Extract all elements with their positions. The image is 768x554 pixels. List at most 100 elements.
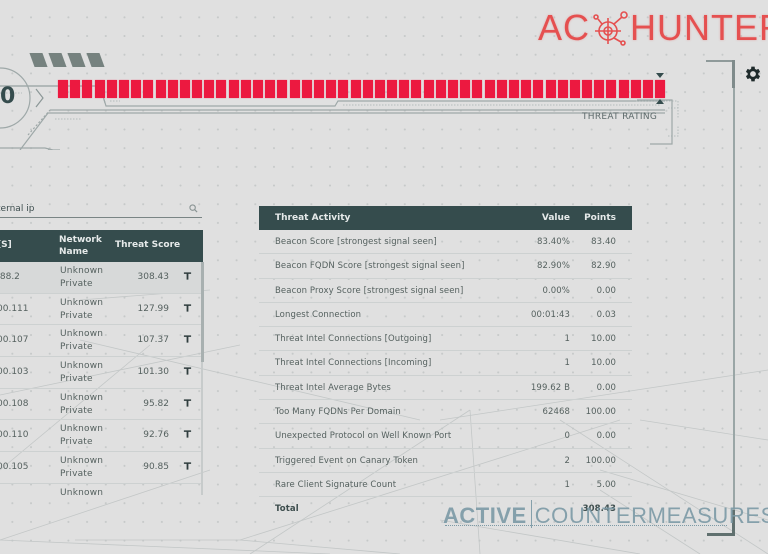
threat-bar-segment: [448, 80, 458, 98]
threat-activity-row: Triggered Event on Canary Token 2 100.00: [259, 449, 632, 473]
host-row[interactable]: 00.108 Unknown Private 95.82: [0, 389, 201, 421]
host-ip: 00.110: [0, 430, 29, 441]
threat-bar-segment: [606, 80, 617, 98]
column-header-network-name[interactable]: Network Name: [59, 234, 109, 258]
threat-score-dial-value: 0: [0, 84, 16, 109]
activity-value: 00:01:43: [531, 309, 570, 320]
brand-text-active: ACTIVE: [443, 503, 527, 528]
indicator-tab: [86, 53, 105, 67]
activity-points: 5.00: [596, 479, 616, 490]
indicator-tab: [48, 53, 67, 67]
host-ip: 00.105: [0, 462, 29, 473]
threat-bar-segment: [533, 80, 544, 98]
host-row[interactable]: 00.107 Unknown Private 107.37: [0, 325, 201, 358]
column-header-network-line1: Network: [59, 235, 102, 245]
activity-name: Threat Intel Connections [Incoming]: [275, 358, 432, 369]
meter-indicator-tabs: [29, 53, 105, 67]
threat-activity-row: Too Many FQDNs Per Domain 62468 100.00: [259, 400, 632, 425]
threat-activity-row: Beacon Score [strongest signal seen] 83.4…: [259, 230, 632, 255]
filter-icon[interactable]: [183, 461, 192, 471]
activity-points: 0.03: [596, 309, 616, 320]
activity-name: Longest Connection: [275, 309, 362, 320]
host-network-line2: Private: [60, 342, 93, 353]
threat-bar-segment: [131, 80, 142, 98]
filter-icon[interactable]: [183, 429, 192, 439]
host-network-line2: Private: [60, 374, 93, 385]
host-threat-score: 127.99: [137, 303, 170, 314]
filter-icon[interactable]: [183, 398, 192, 408]
active-countermeasures-brand: ACTIVE COUNTERMEASURES: [443, 500, 768, 528]
host-row[interactable]: Unknown: [0, 484, 201, 495]
threat-activity-table: Threat Activity Value Points Beacon Scor…: [259, 206, 632, 522]
threat-bar-segment: [594, 80, 605, 98]
threat-bar-segment: [643, 80, 653, 98]
threat-rating-bar: [58, 80, 666, 98]
host-network-line1: Unknown: [60, 329, 104, 340]
threat-bar-segment: [557, 80, 568, 98]
threat-activity-row: Threat Intel Connections [Incoming] 1 10.0…: [259, 351, 632, 376]
filter-icon[interactable]: [183, 271, 192, 281]
hosts-table-scrollbar[interactable]: [201, 262, 204, 362]
host-row[interactable]: 00.111 Unknown Private 127.99: [0, 294, 201, 326]
column-header-network-line2: Name: [59, 247, 89, 257]
host-network-name: Unknown Private: [60, 360, 103, 386]
threat-bar-segment: [265, 80, 276, 98]
logo-text-right: HUNTER: [630, 7, 768, 48]
filter-icon[interactable]: [183, 366, 192, 376]
threat-meter-frame: [0, 67, 679, 150]
activity-value: 1: [564, 358, 570, 369]
activity-points: 10.00: [591, 334, 616, 345]
right-frame-bottom-corner: [707, 533, 735, 536]
threat-bar-segment: [277, 80, 288, 98]
threat-bar-segment: [496, 80, 507, 98]
host-row[interactable]: .88.2 Unknown Private 308.43: [0, 262, 201, 294]
threat-bar-segment: [399, 80, 410, 98]
activity-points: 10.00: [591, 358, 616, 369]
threat-activity-total-row: Total 308.43: [259, 497, 632, 521]
column-header-ip[interactable]: [S]: [0, 240, 12, 250]
column-header-threat-score[interactable]: Threat Score: [115, 240, 181, 250]
host-row[interactable]: 00.105 Unknown Private 90.85: [0, 452, 201, 484]
threat-bar-segment: [484, 80, 495, 98]
host-network-line2: Private: [60, 279, 93, 289]
activity-name: Rare Client Signature Count: [275, 479, 397, 490]
activity-name: Beacon FQDN Score [strongest signal seen…: [275, 261, 465, 272]
threat-bar-segment: [472, 80, 483, 98]
threat-bar-segment: [350, 80, 361, 98]
activity-value: 82.90%: [536, 261, 570, 272]
filter-icon[interactable]: [183, 334, 192, 344]
filter-icon[interactable]: [183, 303, 192, 313]
host-ip: 00.111: [0, 303, 29, 314]
activity-points: 83.40: [591, 237, 616, 247]
activity-points: 0.00: [596, 285, 616, 296]
gear-icon[interactable]: [743, 64, 763, 84]
activity-value: 1: [564, 479, 570, 490]
host-row[interactable]: 00.103 Unknown Private 101.30: [0, 357, 201, 389]
host-network-line1: Unknown: [60, 392, 104, 403]
host-row[interactable]: 00.110 Unknown Private 92.76: [0, 420, 201, 453]
activity-name: Unexpected Protocol on Well Known Port: [275, 431, 452, 442]
activity-points: 0.00: [596, 431, 616, 442]
search-icon[interactable]: [189, 204, 198, 213]
threat-activity-row: Threat Intel Average Bytes 199.62 B 0.00: [259, 376, 632, 401]
threat-bar-segment: [338, 80, 349, 98]
logo-text-left: AC: [538, 7, 591, 48]
host-threat-score: 308.43: [137, 272, 170, 282]
column-header-threat-activity: Threat Activity: [275, 213, 351, 223]
host-network-name: Unknown Private: [60, 455, 103, 481]
activity-points: 100.00: [585, 407, 616, 418]
host-network-line1: Unknown: [60, 266, 104, 276]
indicator-tab: [29, 53, 48, 67]
host-network-line1: Unknown: [60, 487, 104, 495]
search-field[interactable]: [0, 200, 202, 218]
threat-bar-segment: [362, 80, 373, 98]
threat-bar-segment: [143, 80, 154, 98]
activity-value: 83.40%: [536, 237, 570, 247]
search-input[interactable]: [0, 203, 177, 214]
host-network-line1: Unknown: [60, 424, 104, 435]
threat-bar-segment: [435, 80, 446, 98]
activity-value: 0: [564, 431, 570, 442]
activity-points: 0.00: [596, 382, 616, 393]
host-network-name: Unknown: [60, 487, 103, 495]
threat-activity-row: Beacon FQDN Score [strongest signal seen…: [259, 254, 632, 279]
